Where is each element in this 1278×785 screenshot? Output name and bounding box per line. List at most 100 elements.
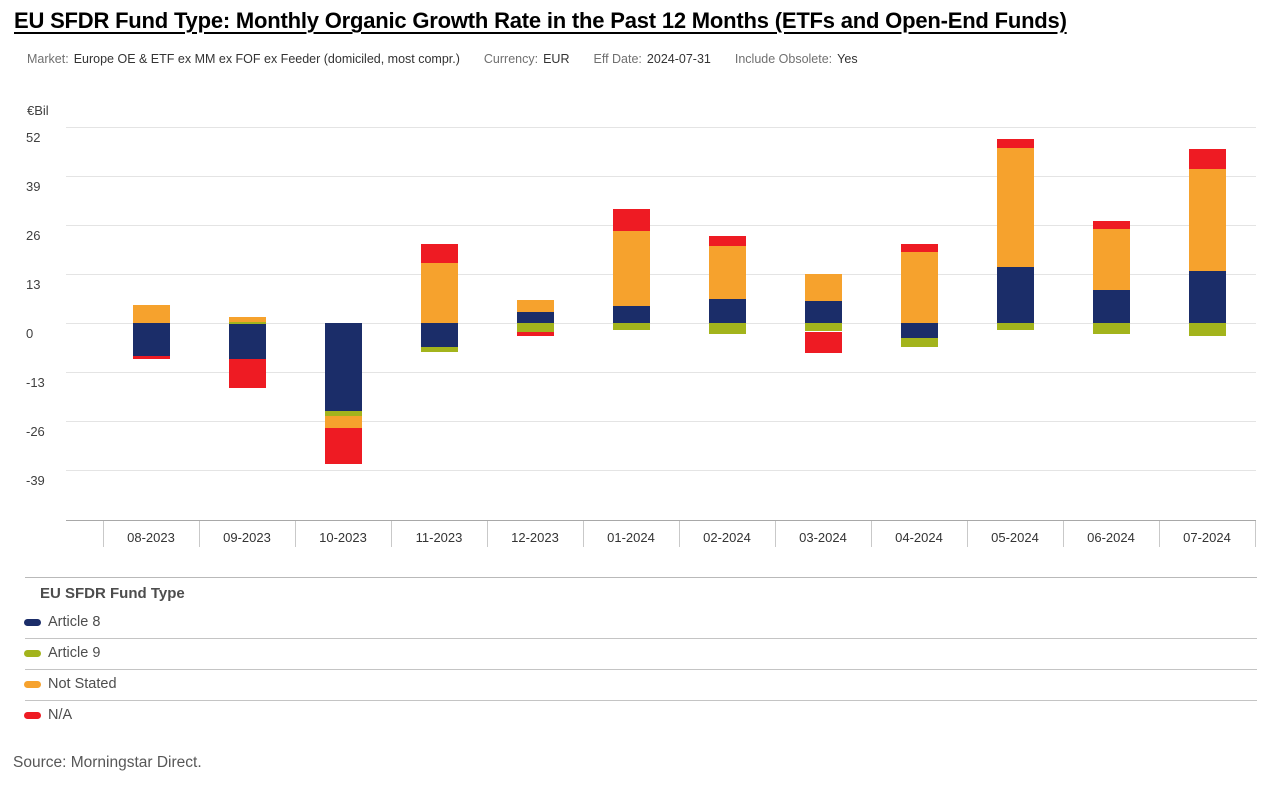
legend-row-n-a: N/A — [0, 700, 1257, 731]
y-tick-label: -13 — [26, 375, 45, 391]
y-tick-label: 26 — [26, 228, 41, 244]
filter-label: Market: — [27, 52, 69, 66]
subtitle-filter-0: Market: Europe OE & ETF ex MM ex FOF ex F… — [27, 52, 460, 66]
x-tick-label-01-2024: 01-2024 — [607, 530, 655, 545]
bar-segment-n-a-08-2023 — [132, 355, 170, 359]
legend-divider — [25, 668, 1257, 670]
filter-value: EUR — [543, 52, 570, 66]
bar-segment-article-9-11-2023 — [420, 346, 458, 352]
y-tick-label: 13 — [26, 277, 41, 293]
y-gridline-13 — [66, 274, 1256, 276]
bar-segment-article-8-10-2023 — [324, 323, 362, 412]
bar-segment-n-a-12-2023 — [516, 331, 554, 337]
x-tick-label-08-2023: 08-2023 — [127, 530, 175, 545]
y-gridline--39 — [66, 470, 1256, 472]
source-note: Source: Morningstar Direct. — [13, 754, 202, 771]
bar-segment-n-a-05-2024 — [996, 139, 1034, 149]
bar-segment-article-9-02-2024 — [708, 323, 746, 335]
bar-segment-article-8-11-2023 — [420, 323, 458, 347]
bar-segment-not-stated-05-2024 — [996, 148, 1034, 267]
filter-value: 2024-07-31 — [646, 52, 711, 66]
bar-segment-article-9-10-2023 — [324, 411, 362, 416]
bar-segment-article-8-09-2023 — [228, 323, 266, 359]
x-tick-label-03-2024: 03-2024 — [799, 530, 847, 545]
x-tick-label-10-2023: 10-2023 — [319, 530, 367, 545]
bar-segment-article-9-05-2024 — [996, 323, 1034, 331]
bar-segment-not-stated-02-2024 — [708, 245, 746, 300]
x-tick-separator — [486, 521, 488, 547]
filter-label: Currency: — [483, 52, 539, 66]
x-tick-label-12-2023: 12-2023 — [511, 530, 559, 545]
y-gridline--26 — [66, 421, 1256, 423]
subtitle-filter-1: Currency: EUR — [484, 52, 570, 66]
x-tick-separator — [198, 521, 200, 547]
legend-divider — [25, 699, 1257, 701]
bar-segment-not-stated-07-2024 — [1188, 169, 1226, 271]
x-tick-label-02-2024: 02-2024 — [703, 530, 751, 545]
bar-segment-article-8-07-2024 — [1188, 270, 1226, 324]
legend-label-not-stated: Not Stated — [48, 676, 117, 692]
bar-segment-article-9-03-2024 — [804, 323, 842, 332]
bar-segment-article-8-06-2024 — [1092, 290, 1130, 324]
legend-swatch-not-stated — [24, 681, 41, 688]
bar-segment-not-stated-03-2024 — [804, 274, 842, 302]
x-tick-separator — [870, 521, 872, 547]
bar-segment-n-a-03-2024 — [804, 331, 842, 353]
legend-swatch-article-9 — [24, 650, 41, 657]
bar-segment-n-a-07-2024 — [1188, 148, 1226, 170]
x-tick-separator — [774, 521, 776, 547]
y-tick-label: 52 — [26, 130, 41, 145]
bar-segment-article-8-03-2024 — [804, 301, 842, 324]
x-tick-separator — [966, 521, 968, 547]
bar-segment-article-8-12-2023 — [516, 311, 554, 324]
x-tick-label-09-2023: 09-2023 — [223, 530, 271, 545]
x-tick-separator — [294, 521, 296, 547]
legend-label-n-a: N/A — [48, 707, 73, 723]
bar-segment-article-9-12-2023 — [516, 323, 554, 332]
x-tick-label-06-2024: 06-2024 — [1087, 530, 1135, 545]
y-tick-label: -39 — [26, 473, 45, 489]
bar-segment-article-9-06-2024 — [1092, 323, 1130, 335]
x-tick-separator — [1254, 521, 1256, 547]
x-tick-separator — [1158, 521, 1160, 547]
x-tick-label-11-2023: 11-2023 — [415, 530, 463, 545]
filter-value: Europe OE & ETF ex MM ex FOF ex Feeder (… — [73, 52, 460, 66]
filter-label: Eff Date: — [593, 52, 642, 66]
x-axis-baseline — [66, 519, 1256, 521]
bar-segment-n-a-02-2024 — [708, 235, 746, 246]
bar-segment-not-stated-09-2023 — [228, 317, 266, 323]
legend-title: EU SFDR Fund Type — [40, 585, 185, 602]
bar-segment-article-8-04-2024 — [900, 323, 938, 339]
legend-row-not-stated: Not Stated — [0, 669, 1257, 700]
y-gridline-26 — [66, 225, 1256, 227]
bar-segment-not-stated-04-2024 — [900, 251, 938, 324]
legend-row-article-9: Article 9 — [0, 638, 1257, 669]
x-tick-label-07-2024: 07-2024 — [1183, 530, 1231, 545]
y-tick-label: 0 — [26, 326, 34, 342]
subtitle-filter-2: Eff Date: 2024-07-31 — [594, 52, 711, 66]
bar-segment-not-stated-06-2024 — [1092, 229, 1130, 290]
x-tick-separator — [1062, 521, 1064, 547]
bar-segment-n-a-04-2024 — [900, 244, 938, 252]
bar-segment-article-8-05-2024 — [996, 267, 1034, 324]
x-tick-separator — [102, 521, 104, 547]
x-tick-label-05-2024: 05-2024 — [991, 530, 1039, 545]
bar-segment-not-stated-08-2023 — [132, 304, 170, 324]
y-gridline-0 — [66, 323, 1256, 325]
bar-segment-not-stated-10-2023 — [324, 416, 362, 428]
legend-swatch-n-a — [24, 712, 41, 719]
bar-segment-n-a-06-2024 — [1092, 220, 1130, 230]
legend-swatch-article-8 — [24, 619, 41, 626]
bar-segment-article-9-04-2024 — [900, 338, 938, 348]
bar-segment-article-9-09-2023 — [228, 322, 266, 324]
bar-segment-article-9-07-2024 — [1188, 323, 1226, 337]
bar-segment-n-a-10-2023 — [324, 427, 362, 465]
bar-segment-article-8-02-2024 — [708, 299, 746, 324]
filter-value: Yes — [837, 52, 858, 66]
bar-segment-article-9-01-2024 — [612, 323, 650, 331]
y-gridline-39 — [66, 176, 1256, 178]
subtitle-filter-3: Include Obsolete: Yes — [735, 52, 858, 66]
bar-segment-not-stated-01-2024 — [612, 230, 650, 306]
legend-divider — [25, 637, 1257, 639]
